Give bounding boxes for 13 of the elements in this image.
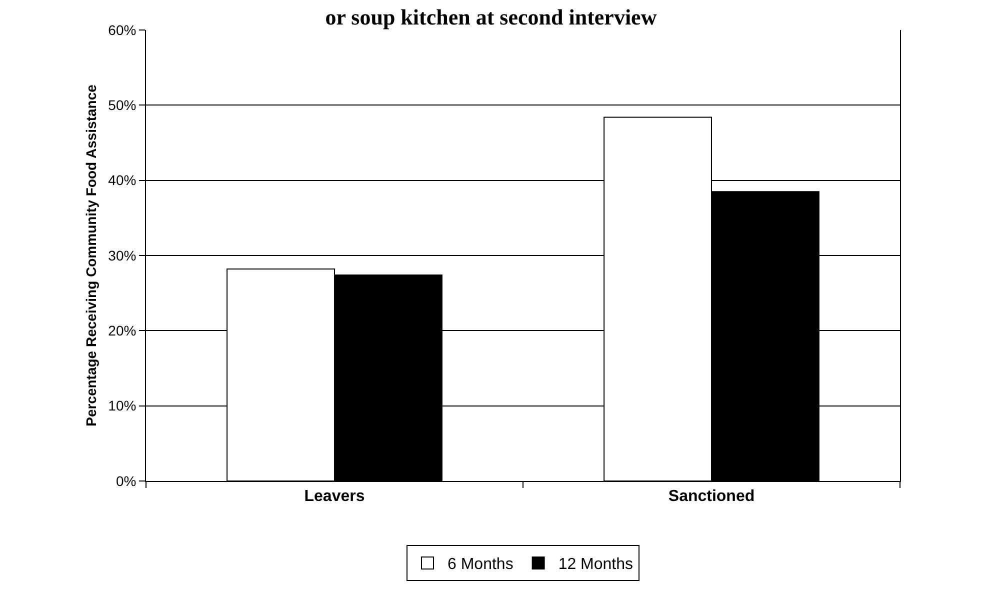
legend-label: 6 Months (448, 556, 514, 574)
y-tick-label: 40% (108, 172, 136, 188)
y-axis-title: Percentage Receiving Community Food Assistance (82, 84, 99, 426)
chart-title: or soup kitchen at second interview (325, 4, 657, 30)
y-tick-label: 0% (116, 472, 136, 489)
y-tick-label: 50% (108, 97, 136, 114)
x-tick-label: Leavers (304, 488, 365, 506)
y-tick-label: 20% (108, 322, 136, 339)
y-tick-label: 10% (108, 398, 136, 414)
y-tick-label: 60% (108, 22, 136, 38)
x-tick-label: Sanctioned (668, 488, 755, 506)
legend-label: 12 Months (558, 556, 634, 574)
y-tick-label: 30% (108, 247, 136, 264)
